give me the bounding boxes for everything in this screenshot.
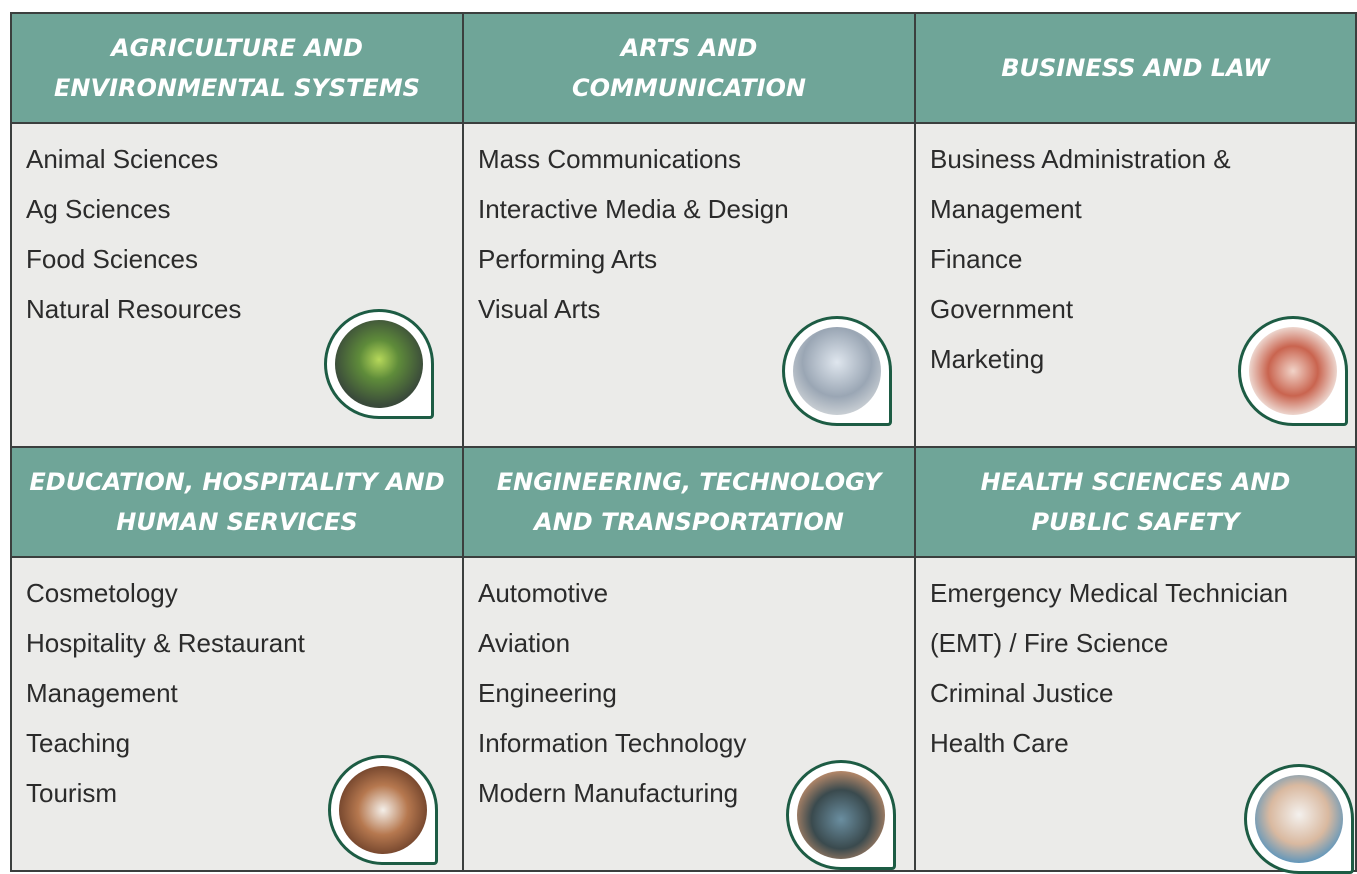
header-text: PUBLIC SAFETY bbox=[1031, 508, 1240, 536]
career-grid: AGRICULTURE AND ENVIRONMENTAL SYSTEMS Anim… bbox=[10, 12, 1357, 872]
program-item: Finance bbox=[930, 244, 1023, 274]
icon-agriculture bbox=[324, 309, 434, 419]
program-item: Business Administration & bbox=[930, 144, 1231, 174]
program-item: Ag Sciences bbox=[26, 194, 171, 224]
category-cell: HEALTH SCIENCES AND PUBLIC SAFETY Emergenc… bbox=[914, 446, 1357, 872]
program-item: Modern Manufacturing bbox=[478, 778, 739, 808]
category-header: ENGINEERING, TECHNOLOGY AND TRANSPORTATIO… bbox=[462, 446, 916, 558]
program-item: (EMT) / Fire Science bbox=[930, 628, 1169, 658]
header-text: AGRICULTURE AND bbox=[111, 34, 363, 62]
icon-engineering bbox=[786, 760, 896, 870]
header-text: HUMAN SERVICES bbox=[116, 508, 358, 536]
program-item: Information Technology bbox=[478, 728, 747, 758]
program-item: Emergency Medical Technician bbox=[930, 578, 1288, 608]
program-item: Criminal Justice bbox=[930, 678, 1114, 708]
program-item: Hospitality & Restaurant bbox=[26, 628, 305, 658]
category-header: AGRICULTURE AND ENVIRONMENTAL SYSTEMS bbox=[10, 12, 464, 124]
category-header: BUSINESS AND LAW bbox=[914, 12, 1357, 124]
program-item: Performing Arts bbox=[478, 244, 658, 274]
icon-education bbox=[328, 755, 438, 865]
program-item: Management bbox=[930, 194, 1082, 224]
program-item: Interactive Media & Design bbox=[478, 194, 789, 224]
icon-business bbox=[1238, 316, 1348, 426]
program-item: Government bbox=[930, 294, 1074, 324]
program-item: Cosmetology bbox=[26, 578, 178, 608]
program-item: Automotive bbox=[478, 578, 609, 608]
category-header: HEALTH SCIENCES AND PUBLIC SAFETY bbox=[914, 446, 1357, 558]
category-cell: ENGINEERING, TECHNOLOGY AND TRANSPORTATIO… bbox=[462, 446, 916, 872]
header-text: EDUCATION, HOSPITALITY AND bbox=[29, 468, 445, 496]
program-item: Engineering bbox=[478, 678, 617, 708]
icon-health bbox=[1244, 764, 1354, 874]
header-text: ENGINEERING, TECHNOLOGY bbox=[496, 468, 882, 496]
program-item: Teaching bbox=[26, 728, 131, 758]
header-text: ENVIRONMENTAL SYSTEMS bbox=[54, 74, 420, 102]
program-item: Mass Communications bbox=[478, 144, 741, 174]
program-item: Health Care bbox=[930, 728, 1069, 758]
program-item: Tourism bbox=[26, 778, 118, 808]
program-item: Aviation bbox=[478, 628, 571, 658]
program-item: Animal Sciences bbox=[26, 144, 219, 174]
header-text: AND TRANSPORTATION bbox=[534, 508, 844, 536]
program-item: Food Sciences bbox=[26, 244, 198, 274]
header-text: ARTS AND bbox=[620, 34, 758, 62]
category-header: ARTS AND COMMUNICATION bbox=[462, 12, 916, 124]
header-text: HEALTH SCIENCES AND bbox=[980, 468, 1291, 496]
icon-arts bbox=[782, 316, 892, 426]
header-text: BUSINESS AND LAW bbox=[1001, 54, 1270, 82]
program-item: Marketing bbox=[930, 344, 1045, 374]
program-item: Visual Arts bbox=[478, 294, 601, 324]
program-item: Management bbox=[26, 678, 178, 708]
category-cell: BUSINESS AND LAW Business Administration … bbox=[914, 12, 1357, 448]
header-text: COMMUNICATION bbox=[572, 74, 806, 102]
program-item: Natural Resources bbox=[26, 294, 242, 324]
category-header: EDUCATION, HOSPITALITY AND HUMAN SERVICES bbox=[10, 446, 464, 558]
